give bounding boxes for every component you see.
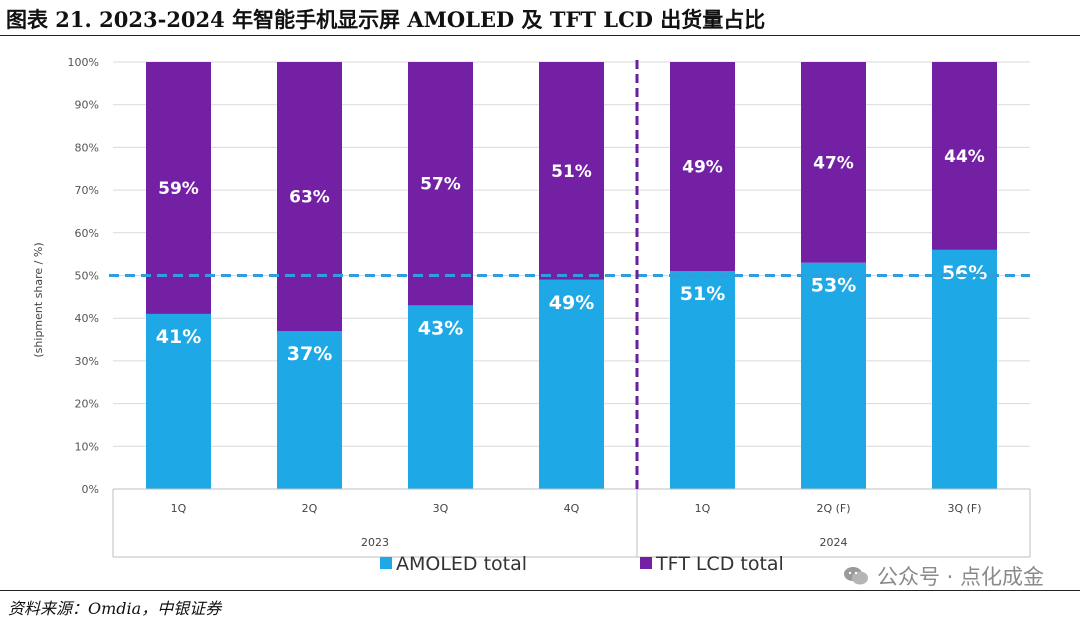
bar-tft-lcd: [408, 62, 473, 306]
legend-swatch: [380, 557, 392, 569]
bar-amoled: [932, 249, 997, 489]
bar-tft-lcd: [670, 62, 735, 272]
legend: AMOLED total TFT LCD total: [380, 553, 784, 575]
legend-label: TFT LCD total: [655, 553, 784, 575]
data-label-tft-lcd: 57%: [420, 175, 461, 195]
y-tick-label: 0%: [82, 483, 99, 496]
y-tick-label: 80%: [75, 141, 99, 154]
data-label-tft-lcd: 59%: [158, 179, 199, 199]
category-label: 4Q: [564, 502, 580, 515]
watermark: 公众号 · 点化成金: [843, 561, 1044, 591]
bar-amoled: [539, 279, 604, 489]
stacked-bar-chart: 0% 10% 20% 30% 40% 50% 60% 70% 80% 90% 100% (shipm…: [32, 56, 1031, 575]
bar-amoled: [277, 331, 342, 489]
y-tick-label: 30%: [75, 355, 99, 368]
source-rule: [0, 590, 1080, 591]
y-tick-label: 50%: [75, 270, 99, 283]
y-tick-label: 10%: [75, 440, 99, 453]
bar-amoled: [408, 305, 473, 489]
figure-title: 图表 21. 2023-2024 年智能手机显示屏 AMOLED 及 TFT L…: [6, 7, 766, 32]
bar-tft-lcd: [932, 62, 997, 250]
bar-tft-lcd: [539, 62, 604, 280]
bar-tft-lcd: [146, 62, 211, 314]
bar-tft-lcd: [277, 62, 342, 332]
data-label-amoled: 51%: [680, 283, 725, 305]
category-label: 2Q (F): [816, 502, 850, 515]
legend-swatch: [640, 557, 652, 569]
bar-amoled: [801, 262, 866, 489]
category-label: 1Q: [171, 502, 187, 515]
y-tick-label: 40%: [75, 312, 99, 325]
category-label: 1Q: [695, 502, 711, 515]
data-label-amoled: 56%: [942, 262, 987, 284]
watermark-text: 公众号 · 点化成金: [876, 565, 1044, 589]
bar-amoled: [670, 271, 735, 489]
source-note: 资料来源：Omdia，中银证券: [8, 599, 222, 618]
y-tick-label: 20%: [75, 398, 99, 411]
y-axis-label: (shipment share / %): [32, 242, 45, 357]
data-label-tft-lcd: 63%: [289, 188, 330, 208]
category-label: 3Q (F): [947, 502, 981, 515]
overlay-lines: [109, 60, 1030, 489]
data-label-tft-lcd: 49%: [682, 158, 723, 178]
data-label-tft-lcd: 47%: [813, 153, 854, 173]
y-tick-label: 90%: [75, 99, 99, 112]
wechat-icon: [843, 567, 868, 585]
bars: [146, 62, 997, 489]
y-tick-label: 60%: [75, 227, 99, 240]
bar-tft-lcd: [801, 62, 866, 263]
y-tick-label: 70%: [75, 184, 99, 197]
y-tick-label: 100%: [68, 56, 99, 69]
group-label: 2023: [361, 536, 389, 549]
data-labels: 41% 59% 37% 63% 43% 57% 49% 51% 51% 49% 53% 47% 56% 4…: [156, 147, 987, 365]
y-tick-labels: 0% 10% 20% 30% 40% 50% 60% 70% 80% 90% 100%: [68, 56, 99, 496]
data-label-amoled: 53%: [811, 275, 856, 297]
group-label: 2024: [820, 536, 848, 549]
data-label-amoled: 37%: [287, 343, 332, 365]
data-label-amoled: 49%: [549, 292, 594, 314]
legend-label: AMOLED total: [396, 553, 527, 575]
bar-amoled: [146, 313, 211, 489]
data-label-amoled: 41%: [156, 326, 201, 348]
category-axis: 1Q 2Q 3Q 4Q 1Q 2Q (F) 3Q (F) 2023 2024: [112, 488, 1031, 558]
category-label: 2Q: [302, 502, 318, 515]
title-rule: [0, 35, 1080, 36]
data-label-tft-lcd: 44%: [944, 147, 985, 167]
data-label-amoled: 43%: [418, 317, 463, 339]
data-label-tft-lcd: 51%: [551, 162, 592, 182]
category-label: 3Q: [433, 502, 449, 515]
